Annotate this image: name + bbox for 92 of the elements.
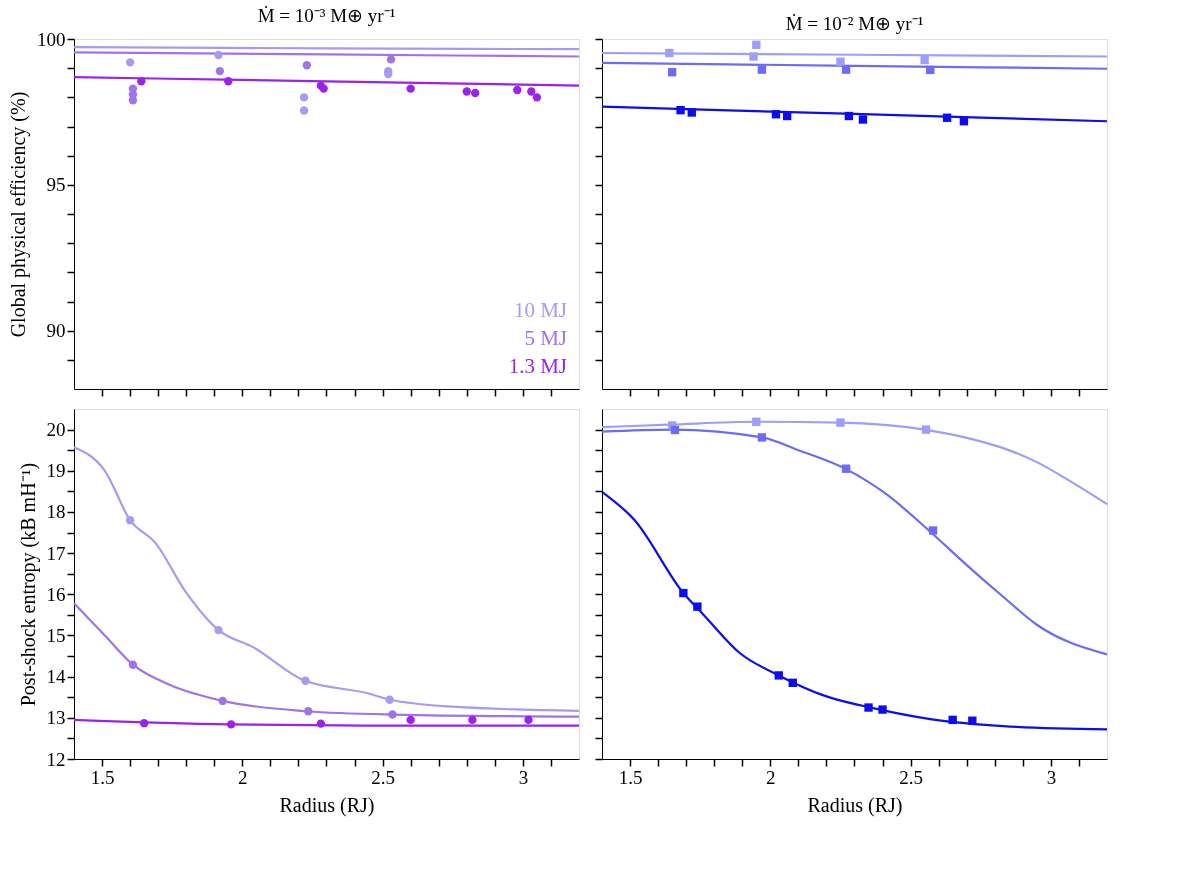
point xyxy=(948,715,957,725)
y-tick-label: 20 xyxy=(46,419,66,441)
y-axis-title: Global physical efficiency (%) xyxy=(7,91,30,338)
x-tick-label: 2.5 xyxy=(371,766,395,788)
y-tick-label: 19 xyxy=(46,460,66,482)
point xyxy=(226,720,236,729)
x-tick-label: 2 xyxy=(766,766,776,788)
point xyxy=(928,526,938,535)
x-tick-label: 3 xyxy=(1046,766,1057,788)
point xyxy=(926,65,935,75)
point xyxy=(214,50,223,60)
point xyxy=(224,77,233,86)
text: 5 MJ xyxy=(524,326,567,350)
point xyxy=(864,703,873,712)
point xyxy=(693,602,702,611)
point xyxy=(749,52,758,61)
line-series xyxy=(72,446,581,712)
point xyxy=(687,108,696,117)
chart-title: Ṁ = 10⁻³ M⊕ yr⁻¹ xyxy=(257,5,396,26)
y-tick-label: 95 xyxy=(46,174,66,196)
x-tick-label: 2.5 xyxy=(899,766,923,788)
point xyxy=(524,715,533,725)
y-tick-label: 16 xyxy=(46,583,66,605)
y-tick-label: 100 xyxy=(37,28,66,50)
chart-title: Ṁ = 10⁻² M⊕ yr⁻¹ xyxy=(785,13,924,35)
point xyxy=(679,588,688,598)
point xyxy=(301,676,310,685)
point xyxy=(527,87,536,96)
x-axis-title: Radius (RJ) xyxy=(807,793,903,817)
point xyxy=(968,716,977,725)
point xyxy=(878,705,887,714)
point xyxy=(771,110,781,119)
point xyxy=(128,96,138,105)
point xyxy=(665,48,674,58)
x-tick-label: 1.5 xyxy=(90,766,115,788)
point xyxy=(128,660,138,669)
y-tick-label: 15 xyxy=(46,624,66,646)
point xyxy=(841,65,851,74)
point xyxy=(752,40,761,50)
point xyxy=(468,715,477,725)
point xyxy=(841,464,851,473)
y-tick-label: 90 xyxy=(46,320,66,342)
point xyxy=(959,117,969,126)
point xyxy=(406,84,415,93)
x-tick-label: 1.5 xyxy=(618,766,643,788)
point xyxy=(788,678,797,688)
point xyxy=(125,58,135,67)
point xyxy=(532,93,542,102)
point xyxy=(774,671,783,680)
point xyxy=(406,715,415,725)
point xyxy=(920,55,929,65)
point xyxy=(299,106,309,115)
point xyxy=(836,57,845,66)
point xyxy=(858,115,868,124)
point xyxy=(299,93,309,102)
point xyxy=(942,113,952,122)
y-tick-label: 18 xyxy=(46,501,66,523)
point xyxy=(667,68,677,77)
point xyxy=(218,696,227,706)
point xyxy=(385,695,394,704)
text: 10 MJ xyxy=(513,298,567,322)
point xyxy=(471,88,480,98)
x-tick-label: 3 xyxy=(518,766,529,788)
point xyxy=(670,425,680,435)
point xyxy=(137,77,146,86)
point xyxy=(388,710,397,719)
y-tick-label: 17 xyxy=(46,542,66,564)
point xyxy=(316,719,326,728)
point xyxy=(139,719,149,728)
point xyxy=(757,433,767,442)
point xyxy=(304,707,313,716)
y-tick-label: 14 xyxy=(46,666,66,688)
y-tick-label: 13 xyxy=(46,707,66,729)
x-tick-label: 2 xyxy=(238,766,248,788)
y-axis-title: Post-shock entropy (kB mH⁻¹) xyxy=(16,462,40,707)
point xyxy=(757,65,767,74)
text: 1.3 MJ xyxy=(508,354,567,378)
point xyxy=(302,61,312,70)
line-series xyxy=(72,602,581,718)
point xyxy=(676,105,685,115)
point xyxy=(921,425,931,434)
point xyxy=(125,516,135,525)
point xyxy=(386,55,396,64)
point xyxy=(752,417,761,426)
point xyxy=(215,66,225,76)
point xyxy=(844,111,854,121)
y-tick-label: 12 xyxy=(46,748,66,770)
point xyxy=(462,87,471,96)
point xyxy=(214,625,223,635)
point xyxy=(513,85,522,95)
x-axis-title: Radius (RJ) xyxy=(279,793,375,817)
point xyxy=(836,418,845,427)
